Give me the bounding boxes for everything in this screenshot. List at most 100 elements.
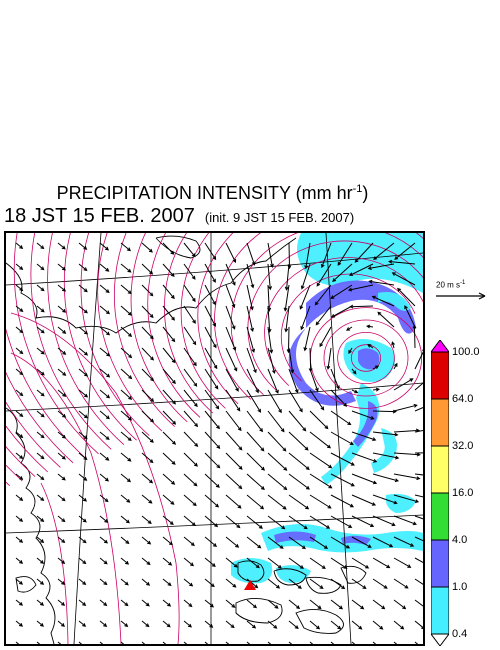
wind-arrow-icon xyxy=(15,452,24,460)
wind-arrow-icon xyxy=(78,494,87,502)
wind-arrow-icon xyxy=(267,389,282,414)
colorbar-box xyxy=(431,539,449,588)
wind-arrow-icon xyxy=(330,557,348,569)
pressure-contour xyxy=(309,307,423,409)
wind-arrow-icon xyxy=(351,536,372,548)
precip-area xyxy=(378,292,411,311)
wind-arrow-icon xyxy=(393,557,412,568)
wind-arrow-icon xyxy=(162,494,175,505)
wind-arrow-icon xyxy=(162,389,176,405)
wind-arrow-icon xyxy=(225,515,241,529)
wind-arrow-icon xyxy=(246,599,258,609)
wind-arrow-icon xyxy=(183,473,198,487)
precipitation-map xyxy=(4,231,425,646)
wind-arrow-icon xyxy=(120,242,132,252)
wind-arrow-icon xyxy=(57,284,67,292)
wind-arrow-icon xyxy=(183,263,196,280)
wind-arrow-icon xyxy=(36,536,45,543)
wind-arrow-icon xyxy=(246,305,254,333)
wind-arrow-icon xyxy=(225,389,241,412)
wind-arrow-icon xyxy=(36,347,45,355)
wind-arrow-icon xyxy=(288,473,310,490)
wind-arrow-icon xyxy=(393,578,409,589)
wind-arrow-icon xyxy=(267,326,274,354)
wind-arrow-icon xyxy=(246,641,251,644)
wind-arrow-icon xyxy=(78,557,87,565)
wind-arrow-icon xyxy=(309,599,322,610)
wind-arrow-icon xyxy=(347,284,374,292)
wind-arrow-icon xyxy=(309,389,325,411)
wind-arrow-icon xyxy=(141,473,154,484)
precip-area xyxy=(341,535,371,545)
precipitation-shading xyxy=(231,233,423,584)
wind-arrow-icon xyxy=(368,279,395,286)
wind-arrow-icon xyxy=(141,389,155,403)
wind-arrow-icon xyxy=(393,536,415,547)
wind-arrow-icon xyxy=(120,347,133,359)
wind-arrow-icon xyxy=(57,242,66,250)
wind-arrow-icon xyxy=(397,287,416,307)
wind-arrow-icon xyxy=(120,473,132,483)
wind-arrow-icon xyxy=(267,452,288,471)
wind-arrow-icon xyxy=(394,242,416,260)
wind-arrow-icon xyxy=(99,557,108,565)
wind-arrow-icon xyxy=(393,620,405,630)
wind-arrow-icon xyxy=(57,515,66,523)
wind-arrow-icon xyxy=(15,410,24,418)
wind-arrow-icon xyxy=(78,326,89,335)
wind-arrow-icon xyxy=(57,557,66,564)
wind-arrow-icon xyxy=(78,305,88,314)
wind-arrow-icon xyxy=(351,557,370,569)
wind-arrow-icon xyxy=(288,431,309,451)
wind-arrow-icon xyxy=(120,641,125,644)
wind-arrow-icon xyxy=(204,557,216,567)
wind-arrow-icon xyxy=(99,305,111,315)
wind-arrow-icon xyxy=(99,242,110,251)
wind-arrow-icon xyxy=(120,410,133,421)
wind-arrow-icon xyxy=(303,326,311,352)
wind-arrow-icon xyxy=(15,305,24,313)
wind-arrow-icon xyxy=(15,389,24,397)
colorbar-box xyxy=(431,351,449,400)
wind-arrow-icon xyxy=(404,305,416,328)
valid-time-label: 18 JST 15 FEB. 2007 (init. 9 JST 15 FEB. … xyxy=(4,205,354,228)
wind-arrow-icon xyxy=(204,410,220,430)
coastline-segment xyxy=(273,568,307,586)
wind-arrow-icon xyxy=(162,536,174,546)
wind-arrow-icon xyxy=(372,365,380,370)
wind-arrow-icon xyxy=(57,473,66,481)
wind-arrow-icon xyxy=(225,242,237,264)
wind-arrow-icon xyxy=(36,326,45,334)
wind-arrow-icon xyxy=(162,641,167,644)
wind-arrow-icon xyxy=(288,557,304,569)
wind-arrow-icon xyxy=(204,284,216,306)
wind-arrow-icon xyxy=(36,641,43,644)
wind-arrow-icon xyxy=(288,494,310,510)
wind-arrow-icon xyxy=(246,284,254,311)
wind-arrow-icon xyxy=(78,599,87,606)
colorbar-box xyxy=(431,398,449,447)
wind-arrow-icon xyxy=(183,620,193,628)
wind-arrow-icon xyxy=(351,494,377,506)
wind-arrow-icon xyxy=(57,263,66,271)
precip-area xyxy=(358,348,380,370)
wind-arrow-icon xyxy=(225,452,243,470)
wind-arrow-icon xyxy=(414,473,423,476)
wind-arrow-icon xyxy=(349,304,374,309)
wind-arrow-icon xyxy=(57,452,66,460)
wind-arrow-icon xyxy=(288,599,301,610)
wind-arrow-icon xyxy=(246,578,259,589)
wind-arrow-icon xyxy=(99,389,111,399)
wind-arrow-icon xyxy=(330,368,340,390)
wind-arrow-icon xyxy=(141,620,150,628)
wind-arrow-icon xyxy=(371,295,395,307)
wind-arrow-icon xyxy=(309,641,314,644)
wind-arrow-icon xyxy=(57,326,67,334)
wind-arrow-icon xyxy=(309,473,333,489)
wind-arrow-icon xyxy=(330,620,342,630)
wind-arrow-icon xyxy=(99,599,108,607)
wind-arrow-icon xyxy=(225,599,236,608)
pressure-contour xyxy=(350,344,382,372)
wind-arrow-icon xyxy=(99,536,109,544)
wind-arrow-icon xyxy=(15,494,24,501)
